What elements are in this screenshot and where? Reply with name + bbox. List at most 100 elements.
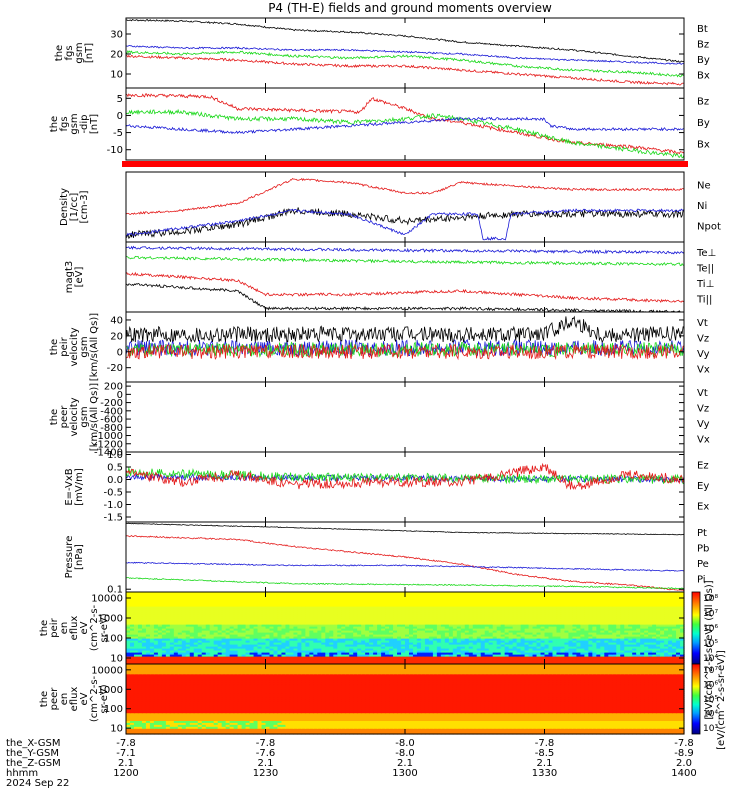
spectrogram-cell — [225, 606, 231, 609]
spectrogram-cell — [408, 636, 414, 639]
spectrogram-cell — [237, 640, 243, 643]
spectrogram-cell — [640, 654, 645, 657]
spectrogram-cell — [460, 652, 466, 655]
spectrogram-cell — [492, 658, 498, 661]
spectrogram-cell — [432, 620, 438, 623]
spectrogram-cell — [628, 654, 633, 657]
spectrogram-cell — [444, 646, 450, 649]
spectrogram-cell — [556, 612, 562, 615]
spectrogram-cell — [361, 626, 366, 629]
spectrogram-cell — [389, 654, 394, 657]
spectrogram-cell — [544, 644, 550, 647]
spectrogram-cell — [293, 608, 298, 611]
spectrogram-cell — [405, 602, 410, 605]
spectrogram-cell — [249, 620, 255, 623]
spectrogram-cell — [353, 634, 358, 637]
spectrogram-cell — [652, 648, 657, 651]
spectrogram-cell — [428, 646, 434, 649]
spectrogram-cell — [157, 618, 163, 621]
spectrogram-cell — [464, 630, 470, 633]
spectrogram-cell — [361, 616, 366, 619]
spectrogram-cell — [664, 652, 669, 655]
spectrogram-cell — [313, 634, 318, 637]
spectrogram-cell — [584, 620, 589, 623]
spectrogram-cell — [293, 660, 298, 663]
spectrogram-cell — [169, 656, 175, 659]
spectrogram-cell — [464, 642, 470, 645]
spectrogram-cell — [401, 624, 406, 627]
spectrogram-cell — [293, 624, 298, 627]
spectrogram-cell — [448, 658, 454, 661]
spectrogram-cell — [548, 638, 554, 641]
spectrogram-cell — [209, 600, 215, 603]
spectrogram-cell — [361, 606, 366, 609]
spectrogram-cell — [177, 662, 183, 665]
spectrogram-cell — [173, 634, 179, 637]
spectrogram-cell — [632, 656, 637, 659]
spectrogram-cell — [213, 654, 219, 657]
spectrogram-cell — [540, 620, 546, 623]
spectrogram-cell — [476, 604, 482, 607]
spectrogram-cell — [185, 652, 191, 655]
spectrogram-cell — [428, 614, 434, 617]
spectrogram-cell — [153, 596, 159, 599]
spectrogram-cell — [520, 606, 526, 609]
series-Ez — [125, 462, 685, 490]
spectrogram-cell — [309, 612, 314, 615]
spectrogram-cell — [520, 658, 526, 661]
spectrogram-cell — [432, 624, 438, 627]
spectrogram-cell — [381, 626, 386, 629]
spectrogram-cell — [185, 630, 191, 633]
spectrogram-cell — [349, 640, 354, 643]
spectrogram-cell — [321, 634, 326, 637]
spectrogram-cell — [305, 624, 310, 627]
spectrogram-cell — [468, 610, 474, 613]
spectrogram-cell — [293, 606, 298, 609]
spectrogram-cell — [137, 616, 143, 619]
spectrogram-cell — [512, 624, 518, 627]
spectrogram-cell — [177, 602, 183, 605]
spectrogram-cell — [173, 626, 179, 629]
spectrogram-cell — [524, 648, 530, 651]
spectrogram-cell — [484, 610, 490, 613]
spectrogram-cell — [361, 650, 366, 653]
spectrogram-cell — [397, 640, 402, 643]
ylabel-line: the — [49, 339, 60, 355]
spectrogram-cell — [636, 616, 641, 619]
spectrogram-cell — [213, 624, 219, 627]
spectrogram-cell — [632, 638, 637, 641]
spectrogram-cell — [217, 602, 223, 605]
spectrogram-cell — [644, 616, 649, 619]
spectrogram-cell — [440, 596, 446, 599]
spectrogram-cell — [648, 656, 653, 659]
spectrogram-cell — [516, 604, 522, 607]
spectrogram-cell — [221, 620, 227, 623]
spectrogram-cell — [540, 642, 546, 645]
spectrogram-cell — [169, 606, 175, 609]
spectrogram-cell — [648, 620, 653, 623]
spectrogram-cell — [624, 626, 629, 629]
spectrogram-cell — [468, 646, 474, 649]
spectrogram-cell — [664, 606, 669, 609]
spectrogram-cell — [656, 602, 661, 605]
spectrogram-cell — [628, 602, 633, 605]
spectrogram-cell — [456, 626, 462, 629]
spectrogram-cell — [245, 650, 251, 653]
spectrogram-cell — [217, 612, 223, 615]
spectrogram-cell — [169, 596, 175, 599]
spectrogram-cell — [564, 632, 570, 635]
spectrogram-cell — [393, 620, 398, 623]
spectrogram-cell — [528, 604, 534, 607]
spectrogram-cell — [484, 660, 490, 663]
spectrogram-cell — [504, 630, 510, 633]
spectrogram-cell — [596, 624, 601, 627]
spectrogram-cell — [317, 656, 322, 659]
spectrogram-cell — [365, 600, 370, 603]
spectrogram-cell — [412, 600, 418, 603]
spectrogram-cell — [201, 608, 207, 611]
spectrogram-cell — [668, 626, 673, 629]
spectrogram-cell — [420, 614, 426, 617]
spectrogram-cell — [464, 662, 470, 665]
spectrogram-cell — [369, 608, 374, 611]
